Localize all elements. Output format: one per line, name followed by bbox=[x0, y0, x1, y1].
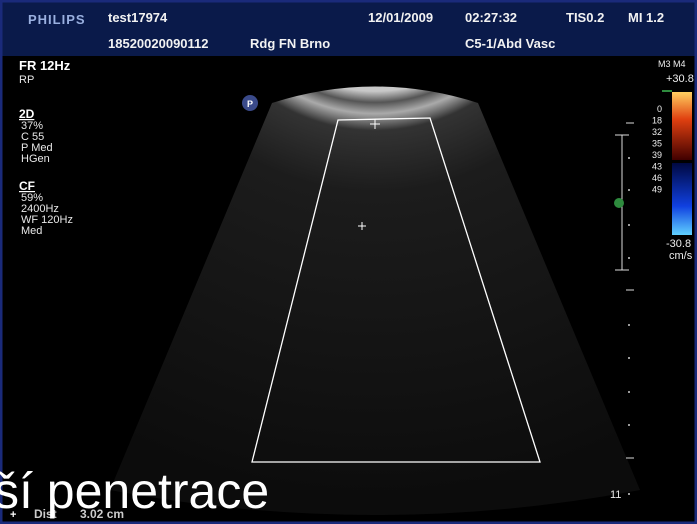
frame-rate: FR 12Hz bbox=[19, 58, 71, 73]
date: 12/01/2009 bbox=[368, 10, 433, 25]
color-scale-label: 32 bbox=[652, 127, 662, 137]
color-scale-label: 35 bbox=[652, 139, 662, 149]
color-bar-positive bbox=[672, 92, 692, 160]
color-scale-label: 49 bbox=[652, 185, 662, 195]
mode: RP bbox=[19, 74, 34, 86]
color-top: +30.8 bbox=[666, 73, 694, 85]
color-bottom: -30.8 bbox=[666, 238, 691, 250]
color-unit: cm/s bbox=[669, 250, 693, 262]
color-scale-label: 18 bbox=[652, 116, 662, 126]
caption: ší penetrace bbox=[0, 463, 269, 519]
brand: PHILIPS bbox=[28, 12, 86, 27]
ultrasound-screen: P 11 PHILIPS test17974 18520020090112 Rd… bbox=[0, 0, 697, 524]
color-scale-label: 46 bbox=[652, 173, 662, 183]
mi: MI 1.2 bbox=[628, 10, 664, 25]
patient-id: 18520020090112 bbox=[108, 36, 209, 51]
patient: test17974 bbox=[108, 10, 168, 25]
color-bar-negative bbox=[672, 163, 692, 235]
institution: Rdg FN Brno bbox=[250, 36, 330, 51]
section-title: 2D bbox=[19, 107, 35, 121]
tis: TIS0.2 bbox=[566, 10, 604, 25]
page: P 11 PHILIPS test17974 18520020090112 Rd… bbox=[0, 0, 697, 524]
header-band bbox=[0, 0, 697, 56]
color-scale-label: 0 bbox=[657, 104, 662, 114]
section-title: CF bbox=[19, 179, 35, 193]
focus-marker bbox=[614, 198, 624, 208]
section-line: Med bbox=[21, 225, 42, 237]
section-line: HGen bbox=[21, 153, 50, 165]
marker: P bbox=[247, 99, 253, 109]
probe: C5-1/Abd Vasc bbox=[465, 36, 555, 51]
depth-label: 11 bbox=[610, 489, 621, 501]
time: 02:27:32 bbox=[465, 10, 517, 25]
color-scale-label: 39 bbox=[652, 150, 662, 160]
color-scale-label: 43 bbox=[652, 162, 662, 172]
color-map: M3 M4 bbox=[658, 59, 686, 69]
